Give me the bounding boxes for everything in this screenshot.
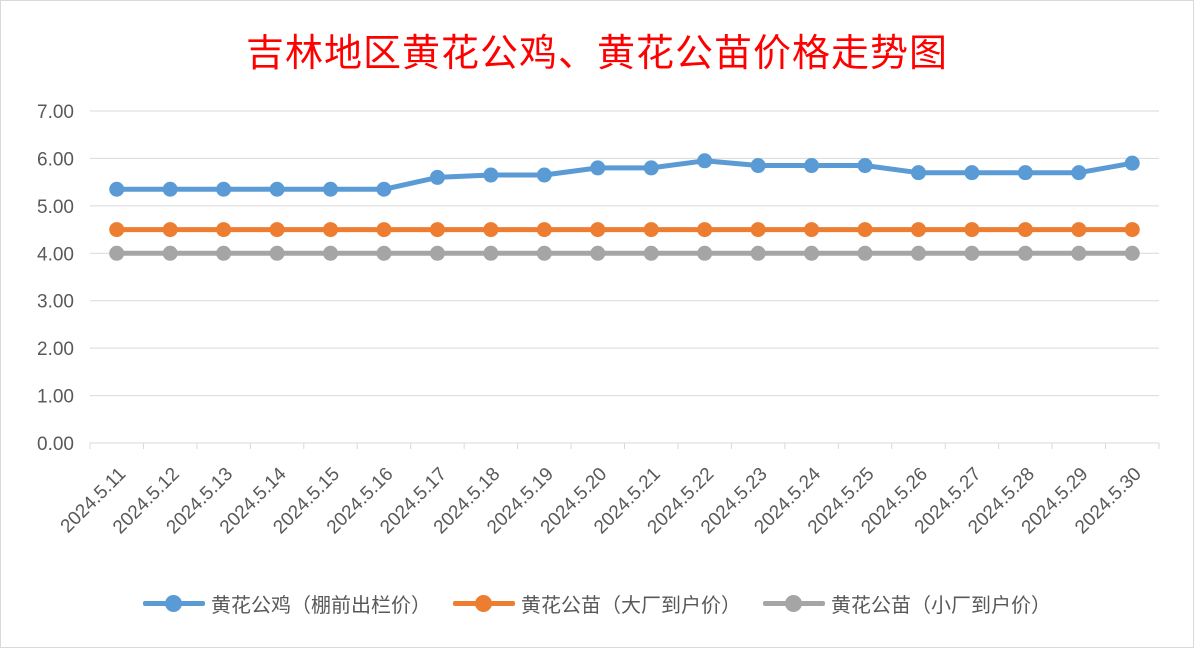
series-0-point-18 — [1071, 165, 1087, 181]
series-0-point-7 — [483, 167, 499, 183]
series-0-point-10 — [643, 160, 659, 176]
y-tick-label-1: 1.00 — [37, 387, 74, 408]
legend-label-series-2: 黄花公苗（小厂到户价） — [831, 592, 1051, 617]
series-1-point-16 — [964, 222, 980, 238]
series-1-point-15 — [910, 222, 926, 238]
legend-swatch-series-2 — [763, 593, 825, 613]
y-tick-label-3: 3.00 — [37, 292, 74, 313]
chart-title: 吉林地区黄花公鸡、黄花公苗价格走势图 — [245, 31, 948, 75]
series-2-point-12 — [750, 245, 766, 261]
series-0-point-14 — [857, 158, 873, 174]
series-1-point-1 — [162, 222, 178, 238]
series-1-point-3 — [269, 222, 285, 238]
series-1-point-9 — [590, 222, 606, 238]
series-1-point-19 — [1124, 222, 1140, 238]
series-0-point-1 — [162, 181, 178, 197]
series-1-point-2 — [216, 222, 232, 238]
y-tick-label-0: 0.00 — [37, 434, 74, 455]
series-2-point-9 — [590, 245, 606, 261]
series-2-point-0 — [109, 245, 125, 261]
series-2-point-2 — [216, 245, 232, 261]
chart-legend: 黄花公鸡（棚前出栏价） 黄花公苗（大厂到户价） 黄花公苗（小厂到户价） — [0, 588, 1194, 618]
legend-item-series-0: 黄花公鸡（棚前出栏价） — [143, 589, 431, 618]
legend-item-series-1: 黄花公苗（大厂到户价） — [453, 589, 741, 618]
series-1-point-10 — [643, 222, 659, 238]
series-0-point-15 — [910, 165, 926, 181]
series-2-point-16 — [964, 245, 980, 261]
series-2-point-3 — [269, 245, 285, 261]
y-tick-label-4: 4.00 — [37, 244, 74, 265]
series-line-0 — [114, 158, 1135, 192]
series-1-point-8 — [536, 222, 552, 238]
series-0-point-19 — [1124, 155, 1140, 171]
series-2-point-10 — [643, 245, 659, 261]
series-2-point-19 — [1124, 245, 1140, 261]
y-tick-label-2: 2.00 — [37, 339, 74, 360]
series-1-point-4 — [323, 222, 339, 238]
series-2-point-6 — [429, 245, 445, 261]
series-1-point-13 — [804, 222, 820, 238]
legend-swatch-series-0 — [143, 593, 205, 613]
series-0-point-16 — [964, 165, 980, 181]
series-0-point-9 — [590, 160, 606, 176]
series-1-point-11 — [697, 222, 713, 238]
series-1-point-14 — [857, 222, 873, 238]
legend-swatch-series-1 — [453, 593, 515, 613]
series-0-point-2 — [216, 181, 232, 197]
series-2-point-8 — [536, 245, 552, 261]
series-0-point-6 — [429, 169, 445, 185]
series-0-point-12 — [750, 158, 766, 174]
series-1-point-12 — [750, 222, 766, 238]
series-2-point-5 — [376, 245, 392, 261]
series-0-point-17 — [1017, 165, 1033, 181]
series-0-point-4 — [323, 181, 339, 197]
series-0-point-0 — [109, 181, 125, 197]
series-2-point-13 — [804, 245, 820, 261]
series-1-point-18 — [1071, 222, 1087, 238]
series-0-point-11 — [697, 153, 713, 169]
series-2-point-14 — [857, 245, 873, 261]
series-2-point-18 — [1071, 245, 1087, 261]
legend-label-series-0: 黄花公鸡（棚前出栏价） — [211, 592, 431, 617]
series-1-point-7 — [483, 222, 499, 238]
series-1-point-17 — [1017, 222, 1033, 238]
series-1-point-5 — [376, 222, 392, 238]
y-tick-label-6: 6.00 — [37, 149, 74, 170]
series-1-point-6 — [429, 222, 445, 238]
y-tick-label-7: 7.00 — [37, 102, 74, 123]
series-2-point-11 — [697, 245, 713, 261]
legend-label-series-1: 黄花公苗（大厂到户价） — [521, 592, 741, 617]
series-2-point-7 — [483, 245, 499, 261]
series-0-point-5 — [376, 181, 392, 197]
series-2-point-1 — [162, 245, 178, 261]
series-0-point-8 — [536, 167, 552, 183]
series-1-point-0 — [109, 222, 125, 238]
series-2-point-15 — [910, 245, 926, 261]
legend-item-series-2: 黄花公苗（小厂到户价） — [763, 589, 1051, 618]
series-2-point-17 — [1017, 245, 1033, 261]
y-tick-label-5: 5.00 — [37, 197, 74, 218]
series-0-point-13 — [804, 158, 820, 174]
series-2-point-4 — [323, 245, 339, 261]
series-0-point-3 — [269, 181, 285, 197]
